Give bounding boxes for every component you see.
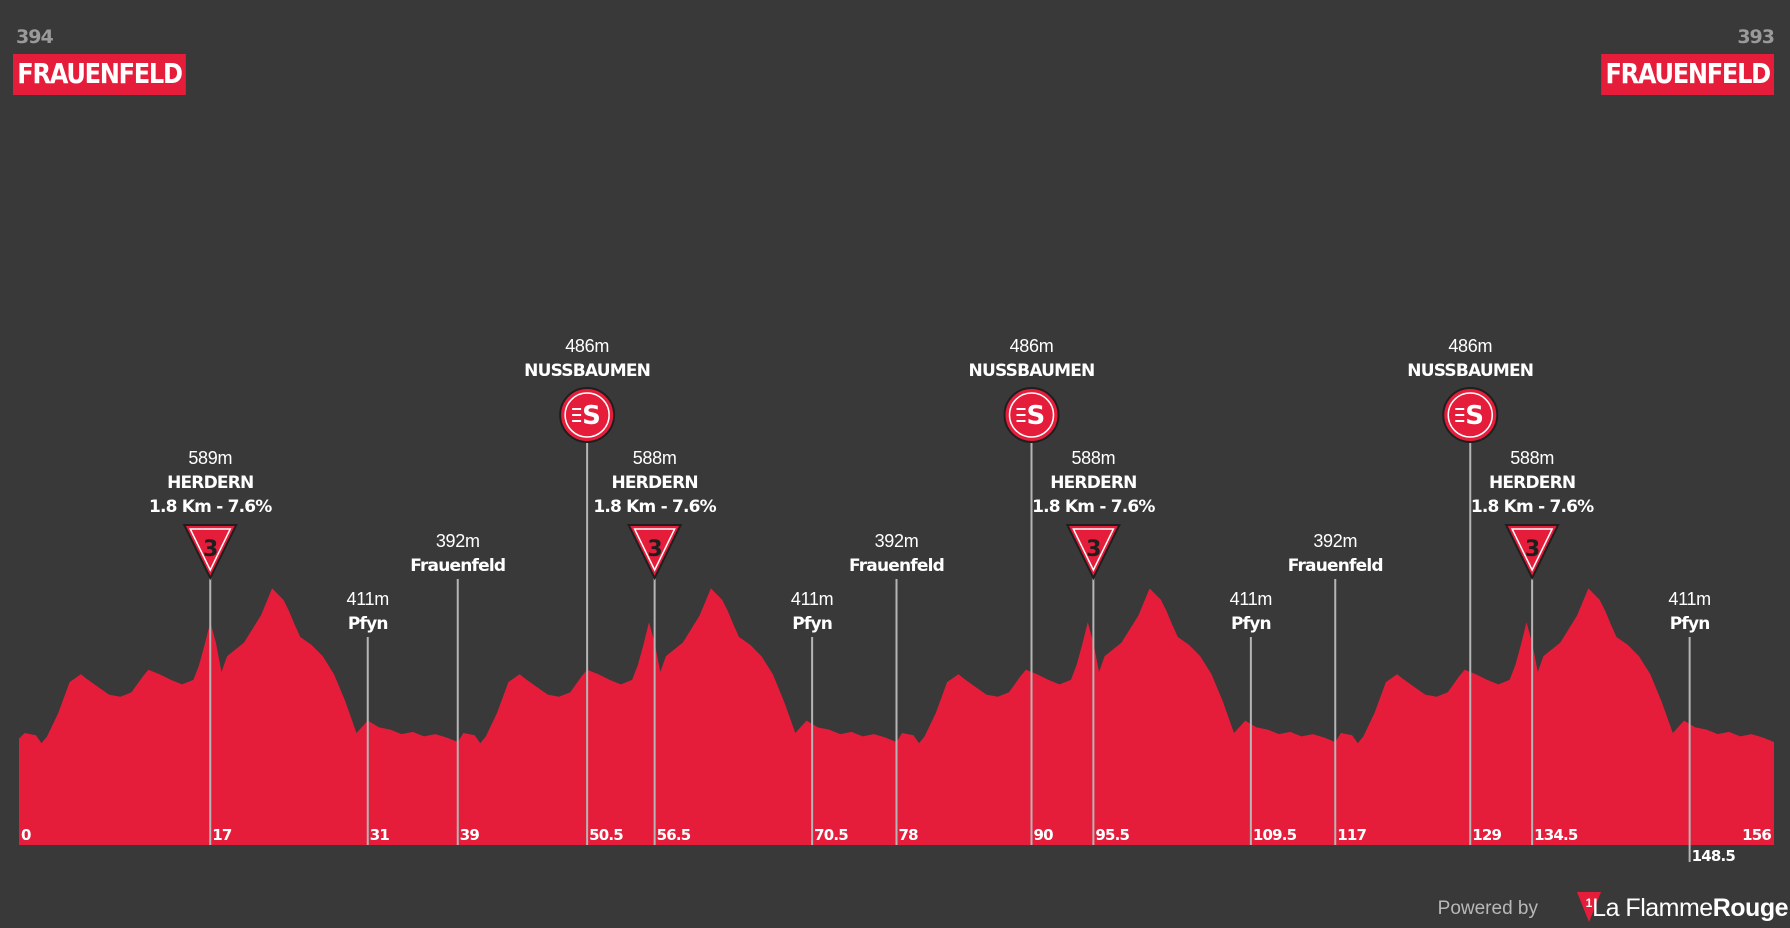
sprint-altitude-label: 486m — [565, 336, 609, 356]
x-tick-label: 0 — [21, 826, 31, 844]
start-altitude: 394 — [16, 26, 54, 48]
x-tick-label: 134.5 — [1534, 826, 1578, 844]
place-altitude-label: 411m — [1668, 589, 1711, 609]
climb-icon-inner-outline — [1072, 528, 1115, 572]
category-3-climb-icon — [182, 524, 238, 581]
sprint-name-label: NUSSBAUMEN — [524, 361, 650, 381]
sprint-altitude-label: 486m — [1010, 336, 1054, 356]
sprint-name-label: NUSSBAUMEN — [969, 361, 1095, 381]
x-tick-label: 70.5 — [814, 826, 848, 844]
climb-name-label: HERDERN — [1489, 473, 1575, 493]
climb-category-label: 3 — [203, 537, 218, 562]
x-tick-label: 156 — [1742, 826, 1771, 844]
climb-detail-label: 1.8 Km - 7.6% — [149, 497, 272, 517]
category-3-climb-icon — [627, 524, 683, 581]
sprint-name-label: NUSSBAUMEN — [1407, 361, 1533, 381]
climb-icon-inner-outline — [633, 528, 676, 572]
x-tick-label: 39 — [460, 826, 480, 844]
place-altitude-label: 411m — [791, 589, 834, 609]
category-3-climb-icon — [1504, 524, 1560, 581]
sprint-icon — [1442, 387, 1499, 443]
place-name-label: Pfyn — [348, 614, 388, 634]
brand-name: La FlammeRouge — [1592, 894, 1788, 923]
x-tick-label: 148.5 — [1692, 847, 1736, 865]
x-tick-label: 31 — [370, 826, 390, 844]
sprint-icon-glyph: S — [1027, 401, 1045, 431]
place-name-label: Frauenfeld — [849, 556, 944, 576]
x-tick-label: 78 — [899, 826, 919, 844]
sprint-icon-glyph: S — [1465, 401, 1483, 431]
climb-category-label: 3 — [1086, 537, 1101, 562]
finish-city-label: FRAUENFELD — [1601, 54, 1774, 95]
climb-altitude-label: 588m — [1510, 448, 1554, 468]
sprint-altitude-label: 486m — [1448, 336, 1492, 356]
place-altitude-label: 411m — [347, 589, 390, 609]
sprint-icon — [559, 387, 616, 443]
place-altitude-label: 411m — [1230, 589, 1273, 609]
climb-altitude-label: 589m — [188, 448, 232, 468]
climb-category-label: 3 — [1525, 537, 1540, 562]
climb-altitude-label: 588m — [633, 448, 677, 468]
finish-altitude: 393 — [1737, 26, 1775, 48]
x-tick-label: 50.5 — [589, 826, 623, 844]
climb-icon-inner-outline — [1510, 528, 1554, 572]
start-city-label: FRAUENFELD — [13, 54, 186, 95]
brand-name-a: La Flamme — [1592, 894, 1713, 922]
place-name-label: Pfyn — [1670, 614, 1710, 634]
place-altitude-label: 392m — [1313, 531, 1357, 551]
logo-glyph: 1 — [1586, 896, 1593, 910]
sprint-icon-ring — [564, 392, 610, 438]
climb-altitude-label: 588m — [1071, 448, 1115, 468]
place-altitude-label: 392m — [875, 531, 919, 551]
climb-category-label: 3 — [647, 537, 662, 562]
sprint-icon-ring — [1447, 392, 1493, 438]
x-tick-label: 109.5 — [1253, 826, 1297, 844]
place-name-label: Pfyn — [792, 614, 832, 634]
place-name-label: Pfyn — [1231, 614, 1271, 634]
flamme-rouge-logo-icon: 1 — [1577, 892, 1601, 922]
climb-icon-inner-outline — [189, 528, 232, 572]
x-tick-label: 95.5 — [1095, 826, 1129, 844]
x-tick-label: 90 — [1034, 826, 1054, 844]
x-tick-label: 56.5 — [657, 826, 691, 844]
place-name-label: Frauenfeld — [410, 556, 505, 576]
x-tick-label: 117 — [1337, 826, 1366, 844]
climb-detail-label: 1.8 Km - 7.6% — [1032, 497, 1155, 517]
category-3-climb-icon — [1065, 524, 1121, 581]
place-altitude-label: 392m — [436, 531, 480, 551]
sprint-icon-ring — [1008, 392, 1055, 438]
climb-name-label: HERDERN — [1050, 473, 1136, 493]
climb-name-label: HERDERN — [611, 473, 697, 493]
climb-detail-label: 1.8 Km - 7.6% — [1471, 497, 1594, 517]
climb-name-label: HERDERN — [167, 473, 253, 493]
climb-detail-label: 1.8 Km - 7.6% — [593, 497, 716, 517]
x-tick-label: 129 — [1472, 826, 1501, 844]
sprint-icon — [1003, 387, 1060, 443]
sprint-icon-glyph: S — [582, 401, 600, 431]
place-name-label: Frauenfeld — [1288, 556, 1383, 576]
x-tick-label: 17 — [212, 826, 232, 844]
powered-by-label: Powered by — [1437, 898, 1538, 919]
brand-name-b: Rouge — [1712, 894, 1789, 922]
